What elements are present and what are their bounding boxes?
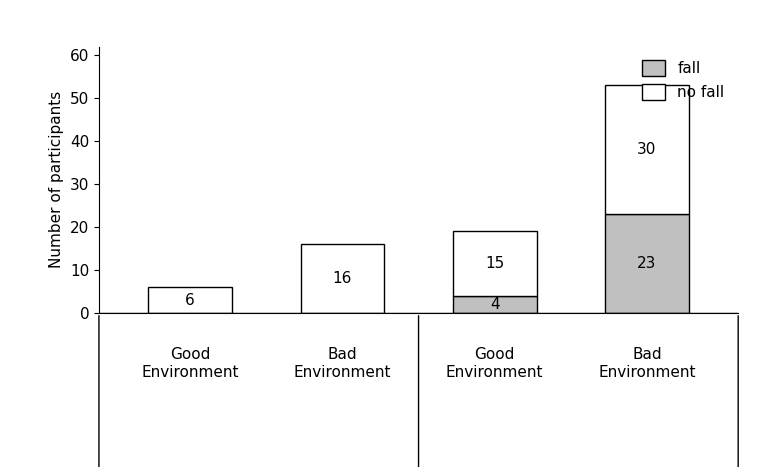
Y-axis label: Number of participants: Number of participants xyxy=(49,91,64,269)
Text: 30: 30 xyxy=(637,142,657,157)
Text: Good
Environment: Good Environment xyxy=(446,347,543,380)
Text: Bad
Environment: Bad Environment xyxy=(598,347,696,380)
Bar xyxy=(453,231,537,296)
Text: 23: 23 xyxy=(637,256,657,271)
Text: Bad
Environment: Bad Environment xyxy=(294,347,391,380)
Text: 4: 4 xyxy=(490,297,499,312)
Legend: fall, no fall: fall, no fall xyxy=(636,54,731,106)
Bar xyxy=(605,85,689,214)
Text: 16: 16 xyxy=(333,271,352,286)
Bar xyxy=(453,296,537,313)
Text: 6: 6 xyxy=(186,292,195,307)
Bar xyxy=(148,287,232,313)
Bar xyxy=(605,214,689,313)
Bar xyxy=(301,244,384,313)
Text: 15: 15 xyxy=(485,256,505,271)
Text: Good
Environment: Good Environment xyxy=(142,347,239,380)
